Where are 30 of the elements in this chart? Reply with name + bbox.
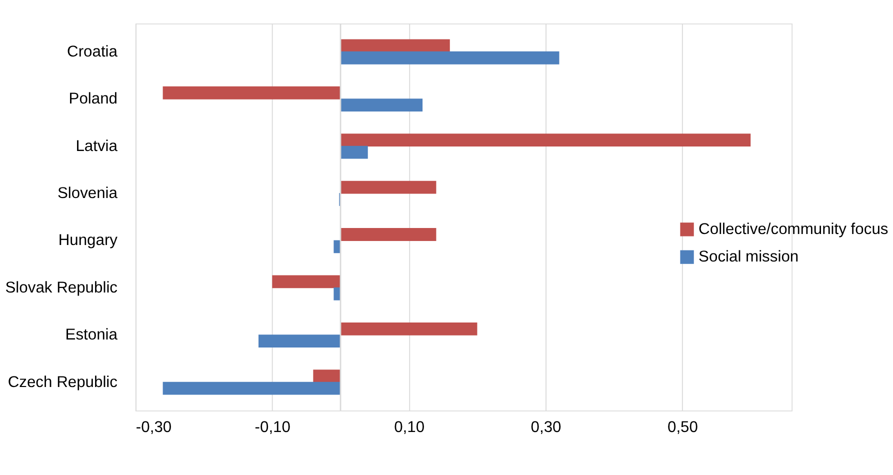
- legend-label: Collective/community focus: [698, 221, 888, 238]
- bar: [334, 287, 341, 300]
- y-tick-label: Poland: [68, 90, 118, 108]
- y-tick-label: Estonia: [65, 326, 118, 344]
- y-tick-label: Latvia: [76, 138, 118, 155]
- x-tick-label: -0,30: [136, 419, 172, 436]
- bar: [162, 382, 341, 395]
- bar: [340, 98, 423, 112]
- bar: [334, 240, 341, 254]
- bar: [313, 370, 341, 383]
- bar: [340, 322, 478, 336]
- bar: [162, 86, 341, 100]
- legend-label: Social mission: [698, 248, 799, 266]
- x-tick-label: -0,10: [254, 419, 291, 436]
- bar: [340, 180, 436, 194]
- x-tick-label: 0,10: [394, 419, 425, 436]
- bar: [340, 134, 751, 147]
- bar: [340, 228, 436, 241]
- y-tick-label: Czech Republic: [8, 374, 118, 391]
- bar: [258, 334, 341, 348]
- x-tick-label: 0,50: [667, 419, 698, 436]
- y-tick-label: Hungary: [58, 232, 118, 250]
- bar: [340, 146, 368, 159]
- bar: [340, 51, 560, 64]
- y-tick-label: Croatia: [67, 43, 118, 60]
- x-tick-label: 0,30: [530, 419, 562, 436]
- bar: [340, 39, 450, 52]
- y-tick-label: Slovenia: [57, 184, 118, 202]
- y-tick-label: Slovak Republic: [5, 279, 118, 296]
- bar: [272, 275, 341, 288]
